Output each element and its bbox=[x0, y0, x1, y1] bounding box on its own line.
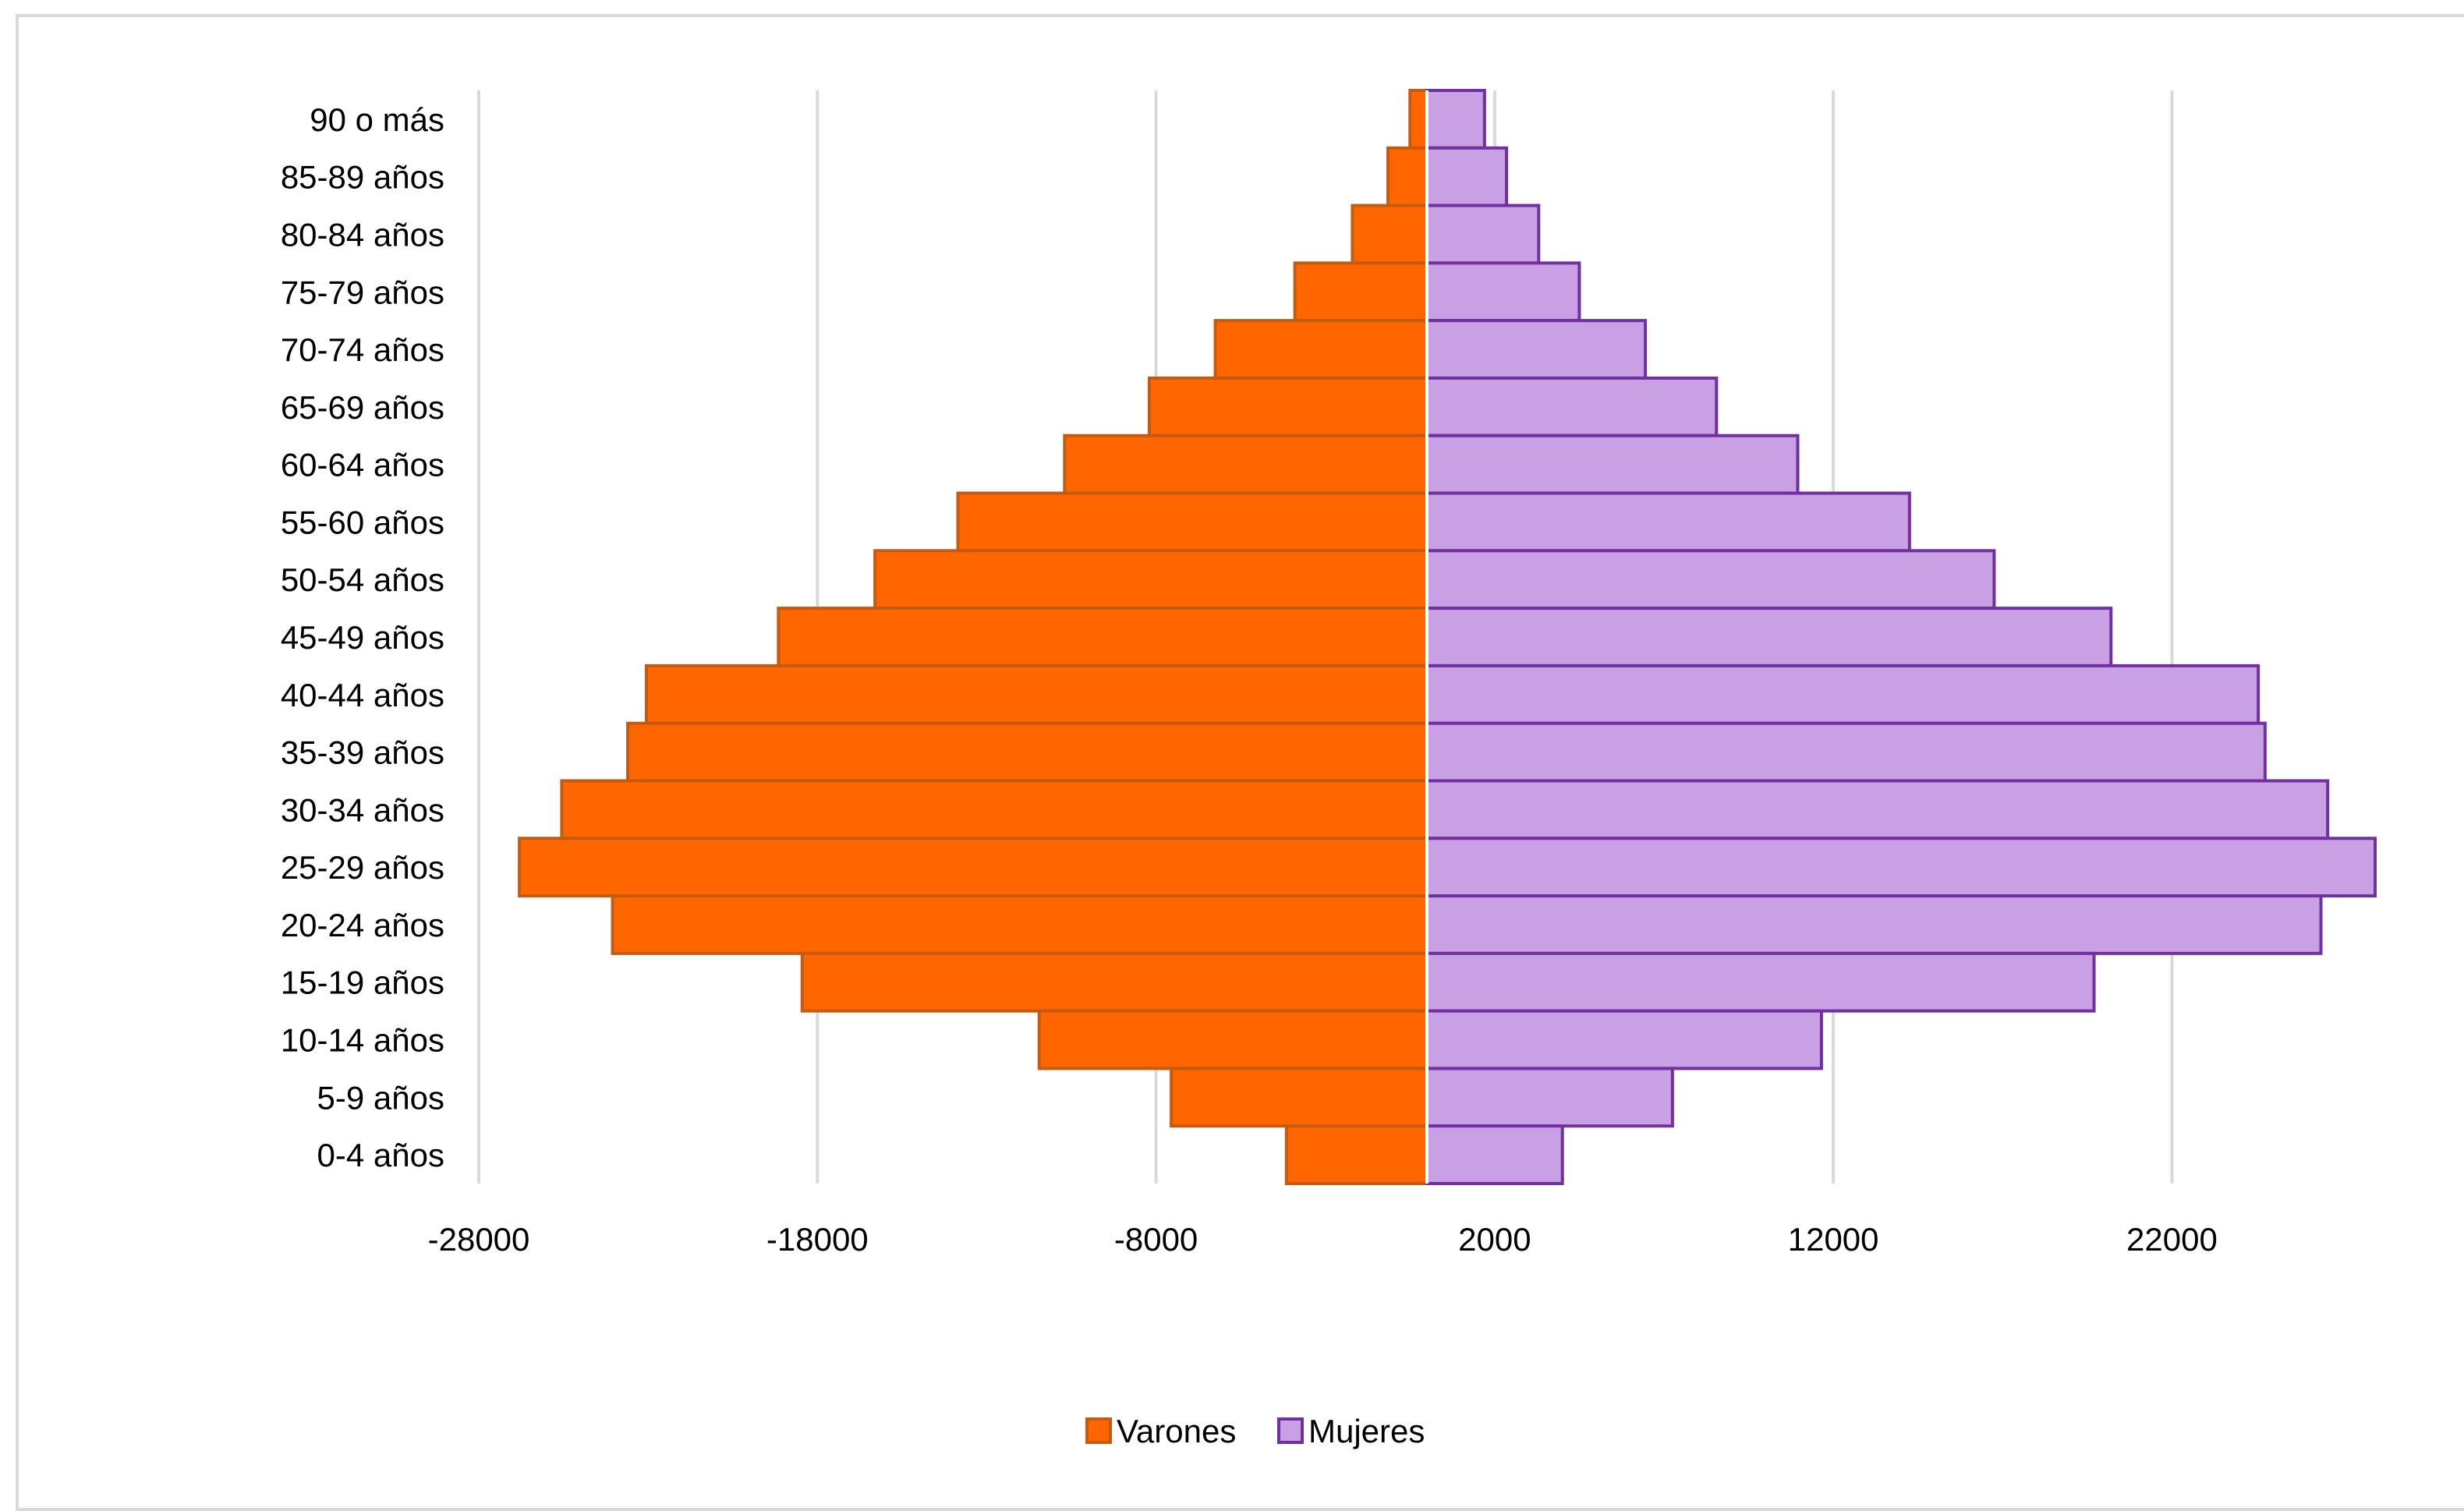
y-axis-labels: 90 o más 85-89 años 80-84 años 75-79 años 70… bbox=[281, 101, 444, 1173]
y-tick-label: 60-64 años bbox=[281, 447, 444, 483]
bar-mujeres bbox=[1425, 203, 1541, 265]
bar-varones bbox=[626, 721, 1428, 783]
bar-varones bbox=[644, 663, 1428, 725]
y-tick-label: 30-34 años bbox=[281, 791, 444, 828]
y-tick-label: 70-74 años bbox=[281, 331, 444, 368]
bar-mujeres bbox=[1425, 1009, 1823, 1070]
y-tick-label: 55-60 años bbox=[281, 504, 444, 540]
bar-varones bbox=[873, 549, 1428, 610]
bar-mujeres bbox=[1425, 607, 2113, 667]
y-tick-label: 0-4 años bbox=[317, 1137, 444, 1173]
bar-mujeres bbox=[1425, 261, 1581, 323]
y-tick-label: 75-79 años bbox=[281, 274, 444, 310]
legend: Varones Mujeres bbox=[1085, 1413, 1425, 1449]
bar-mujeres bbox=[1425, 319, 1648, 380]
bar-mujeres bbox=[1425, 89, 1486, 150]
x-axis-labels: -28000 -18000 -8000 2000 12000 22000 bbox=[428, 1221, 2218, 1258]
bar-varones bbox=[1147, 376, 1429, 437]
bar-mujeres bbox=[1425, 491, 1911, 553]
y-tick-label: 25-29 años bbox=[281, 849, 444, 886]
bar-mujeres bbox=[1425, 1124, 1564, 1186]
y-tick-label: 5-9 años bbox=[317, 1079, 444, 1116]
legend-label-varones: Varones bbox=[1117, 1413, 1236, 1449]
bar-mujeres bbox=[1425, 663, 2260, 725]
bar-mujeres bbox=[1425, 1067, 1674, 1128]
x-tick-label: 12000 bbox=[1788, 1221, 1879, 1258]
y-tick-label: 85-89 años bbox=[281, 159, 444, 196]
y-tick-label: 40-44 años bbox=[281, 677, 444, 713]
legend-label-mujeres: Mujeres bbox=[1308, 1413, 1425, 1449]
bar-mujeres bbox=[1425, 837, 2377, 898]
bars bbox=[518, 89, 2377, 1186]
y-tick-label: 10-14 años bbox=[281, 1022, 444, 1059]
y-tick-label: 15-19 años bbox=[281, 964, 444, 1001]
bar-mujeres bbox=[1425, 721, 2267, 783]
bar-varones bbox=[1170, 1067, 1428, 1128]
bar-varones bbox=[1213, 319, 1428, 380]
bar-varones bbox=[777, 607, 1428, 667]
bar-varones bbox=[1351, 203, 1429, 265]
bar-varones bbox=[1284, 1124, 1429, 1186]
x-tick-label: -8000 bbox=[1114, 1221, 1198, 1258]
bar-mujeres bbox=[1425, 376, 1719, 437]
y-tick-label: 45-49 años bbox=[281, 619, 444, 656]
y-tick-label: 65-69 años bbox=[281, 389, 444, 426]
bar-varones bbox=[800, 951, 1428, 1013]
bar-mujeres bbox=[1425, 951, 2096, 1013]
bar-mujeres bbox=[1425, 894, 2323, 955]
x-tick-label: -28000 bbox=[428, 1221, 530, 1258]
y-tick-label: 80-84 años bbox=[281, 216, 444, 253]
y-tick-label: 20-24 años bbox=[281, 907, 444, 943]
x-tick-label: -18000 bbox=[766, 1221, 869, 1258]
bar-varones bbox=[560, 779, 1428, 840]
legend-swatch-varones bbox=[1085, 1417, 1112, 1444]
bar-mujeres bbox=[1425, 146, 1509, 207]
bar-varones bbox=[1293, 261, 1428, 323]
x-tick-label: 2000 bbox=[1458, 1221, 1531, 1258]
y-tick-label: 50-54 años bbox=[281, 561, 444, 598]
bar-varones bbox=[1386, 146, 1428, 207]
bar-mujeres bbox=[1425, 433, 1800, 495]
bar-mujeres bbox=[1425, 779, 2330, 840]
bar-mujeres bbox=[1425, 549, 1996, 610]
bar-varones bbox=[1037, 1009, 1428, 1070]
bar-varones bbox=[956, 491, 1428, 553]
x-tick-label: 22000 bbox=[2126, 1221, 2218, 1258]
bar-varones bbox=[518, 837, 1428, 898]
y-tick-label: 35-39 años bbox=[281, 734, 444, 771]
bar-varones bbox=[1063, 433, 1429, 495]
bar-varones bbox=[1408, 89, 1429, 150]
y-tick-label: 90 o más bbox=[310, 101, 444, 138]
bar-varones bbox=[611, 894, 1428, 955]
legend-swatch-mujeres bbox=[1277, 1417, 1304, 1444]
